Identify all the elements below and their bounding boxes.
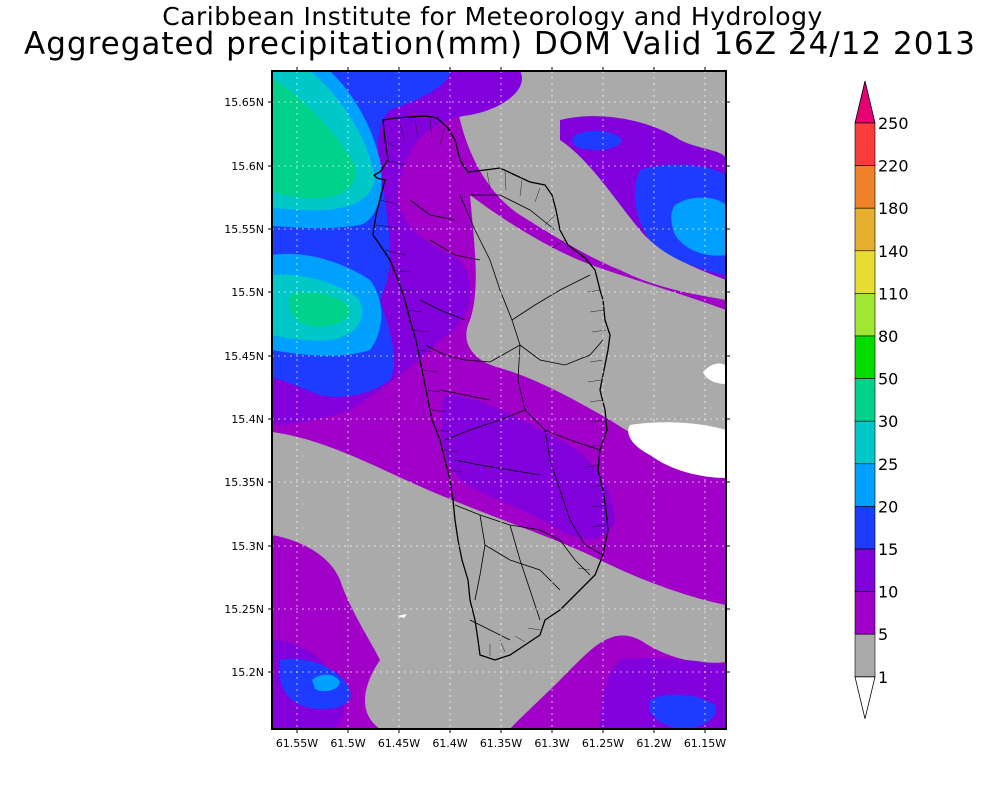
river-hatching: [375, 119, 608, 656]
field-20-25-east: [671, 197, 726, 256]
lon-label: 61.4W: [432, 737, 467, 750]
colorbar-swatch: [854, 378, 876, 422]
field-15-20-southeast: [649, 694, 716, 729]
lon-label: 61.5W: [330, 737, 365, 750]
lat-label: 15.35N: [224, 476, 264, 489]
colorbar-bottom-arrow: [854, 676, 876, 719]
field-1-5-south: [272, 432, 726, 729]
lon-label: 61.2W: [636, 737, 671, 750]
colorbar-top-arrow: [854, 80, 876, 124]
colorbar-label: 1: [878, 668, 888, 687]
colorbar-swatch: [854, 463, 876, 507]
colorbar-swatch: [854, 506, 876, 550]
precipitation-field: [272, 71, 726, 729]
colorbar-label: 30: [878, 412, 898, 431]
colorbar-swatch: [854, 633, 876, 678]
field-none-east: [628, 422, 726, 478]
lon-label: 61.15W: [684, 737, 726, 750]
field-10-15-middle: [441, 395, 615, 539]
lon-label: 61.45W: [378, 737, 420, 750]
lat-label: 15.55N: [224, 223, 264, 236]
lon-axis: [296, 67, 706, 733]
lon-label: 61.25W: [582, 737, 624, 750]
colorbar-label: 80: [878, 327, 898, 346]
colorbar-swatch: [854, 250, 876, 294]
colorbar-swatch: [854, 293, 876, 337]
colorbar-label: 140: [878, 242, 909, 261]
field-none-southwest: [397, 614, 407, 618]
colorbar-swatch: [854, 207, 876, 252]
lat-label: 15.3N: [231, 540, 264, 553]
colorbar-label: 110: [878, 284, 909, 303]
internal-boundaries: [409, 194, 604, 641]
field-none-east-small: [703, 363, 726, 384]
colorbar-swatch: [854, 165, 876, 209]
field-1-5-center: [466, 195, 726, 470]
lon-label: 61.35W: [480, 737, 522, 750]
lat-label: 15.45N: [224, 350, 264, 363]
colorbar: 250 220 180 140 110 80 50 30 25 20 15 10 5 1: [854, 80, 909, 719]
lon-label: 61.55W: [276, 737, 318, 750]
colorbar-swatch: [854, 122, 876, 166]
colorbar-label: 180: [878, 199, 909, 218]
field-15-20-north-blob: [572, 130, 622, 150]
field-20-25-south-blob: [312, 674, 340, 692]
colorbar-label: 220: [878, 157, 909, 176]
lat-label: 15.4N: [231, 413, 264, 426]
grid-lines: [272, 71, 726, 729]
lat-axis: [268, 101, 730, 673]
colorbar-swatch: [854, 420, 876, 465]
colorbar-swatch: [854, 335, 876, 379]
colorbar-label: 10: [878, 583, 898, 602]
lat-label: 15.5N: [231, 286, 264, 299]
colorbar-label: 250: [878, 114, 909, 133]
colorbar-label: 15: [878, 540, 898, 559]
colorbar-label: 25: [878, 455, 898, 474]
header-line-1: Caribbean Institute for Meteorology and …: [162, 2, 823, 31]
map-frame: [271, 70, 727, 730]
header-line-2: Aggregated precipitation(mm) DOM Valid 1…: [24, 26, 976, 62]
colorbar-label: 5: [878, 625, 888, 644]
field-30-50-west: [288, 292, 351, 327]
lat-label: 15.2N: [231, 666, 264, 679]
lat-label: 15.6N: [231, 160, 264, 173]
field-30-50-northwest: [272, 78, 356, 198]
colorbar-swatch: [854, 548, 876, 592]
lon-label: 61.3W: [534, 737, 569, 750]
colorbar-swatch: [854, 591, 876, 635]
colorbar-label: 20: [878, 497, 898, 516]
lat-label: 15.25N: [224, 603, 264, 616]
colorbar-label: 50: [878, 370, 898, 389]
lat-label: 15.65N: [224, 96, 264, 109]
